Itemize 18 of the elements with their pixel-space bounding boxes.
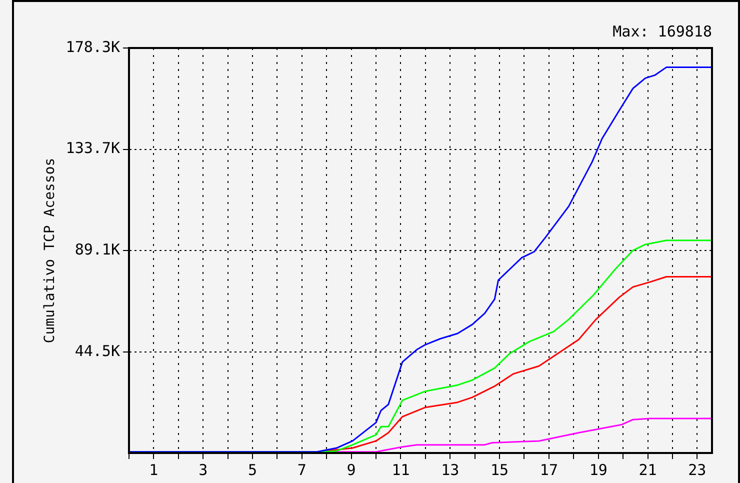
- y-tick-label: 44.5K: [74, 342, 120, 360]
- x-tick-label: 5: [248, 460, 258, 479]
- x-tick-label: 17: [540, 460, 558, 479]
- y-tick-label: 178.3K: [66, 38, 120, 56]
- x-tick-label: 15: [490, 460, 509, 479]
- x-tick-label: 3: [198, 460, 208, 479]
- text: Max: 169818: [612, 22, 712, 40]
- x-tick-label: 1: [149, 460, 158, 479]
- x-tick-label: 23: [688, 460, 706, 479]
- x-tick-label: 13: [441, 460, 460, 479]
- x-tick-label: 19: [589, 460, 608, 479]
- x-tick-label: 9: [346, 460, 356, 479]
- y-tick-label: 89.1K: [74, 240, 120, 259]
- x-tick-label: 11: [392, 460, 410, 479]
- x-tick-label: 7: [297, 460, 306, 479]
- x-tick-label: 21: [638, 460, 657, 479]
- y-tick-label: 133.7K: [66, 139, 120, 158]
- y-axis-title: Cumulativo TCP Acessos: [42, 158, 58, 344]
